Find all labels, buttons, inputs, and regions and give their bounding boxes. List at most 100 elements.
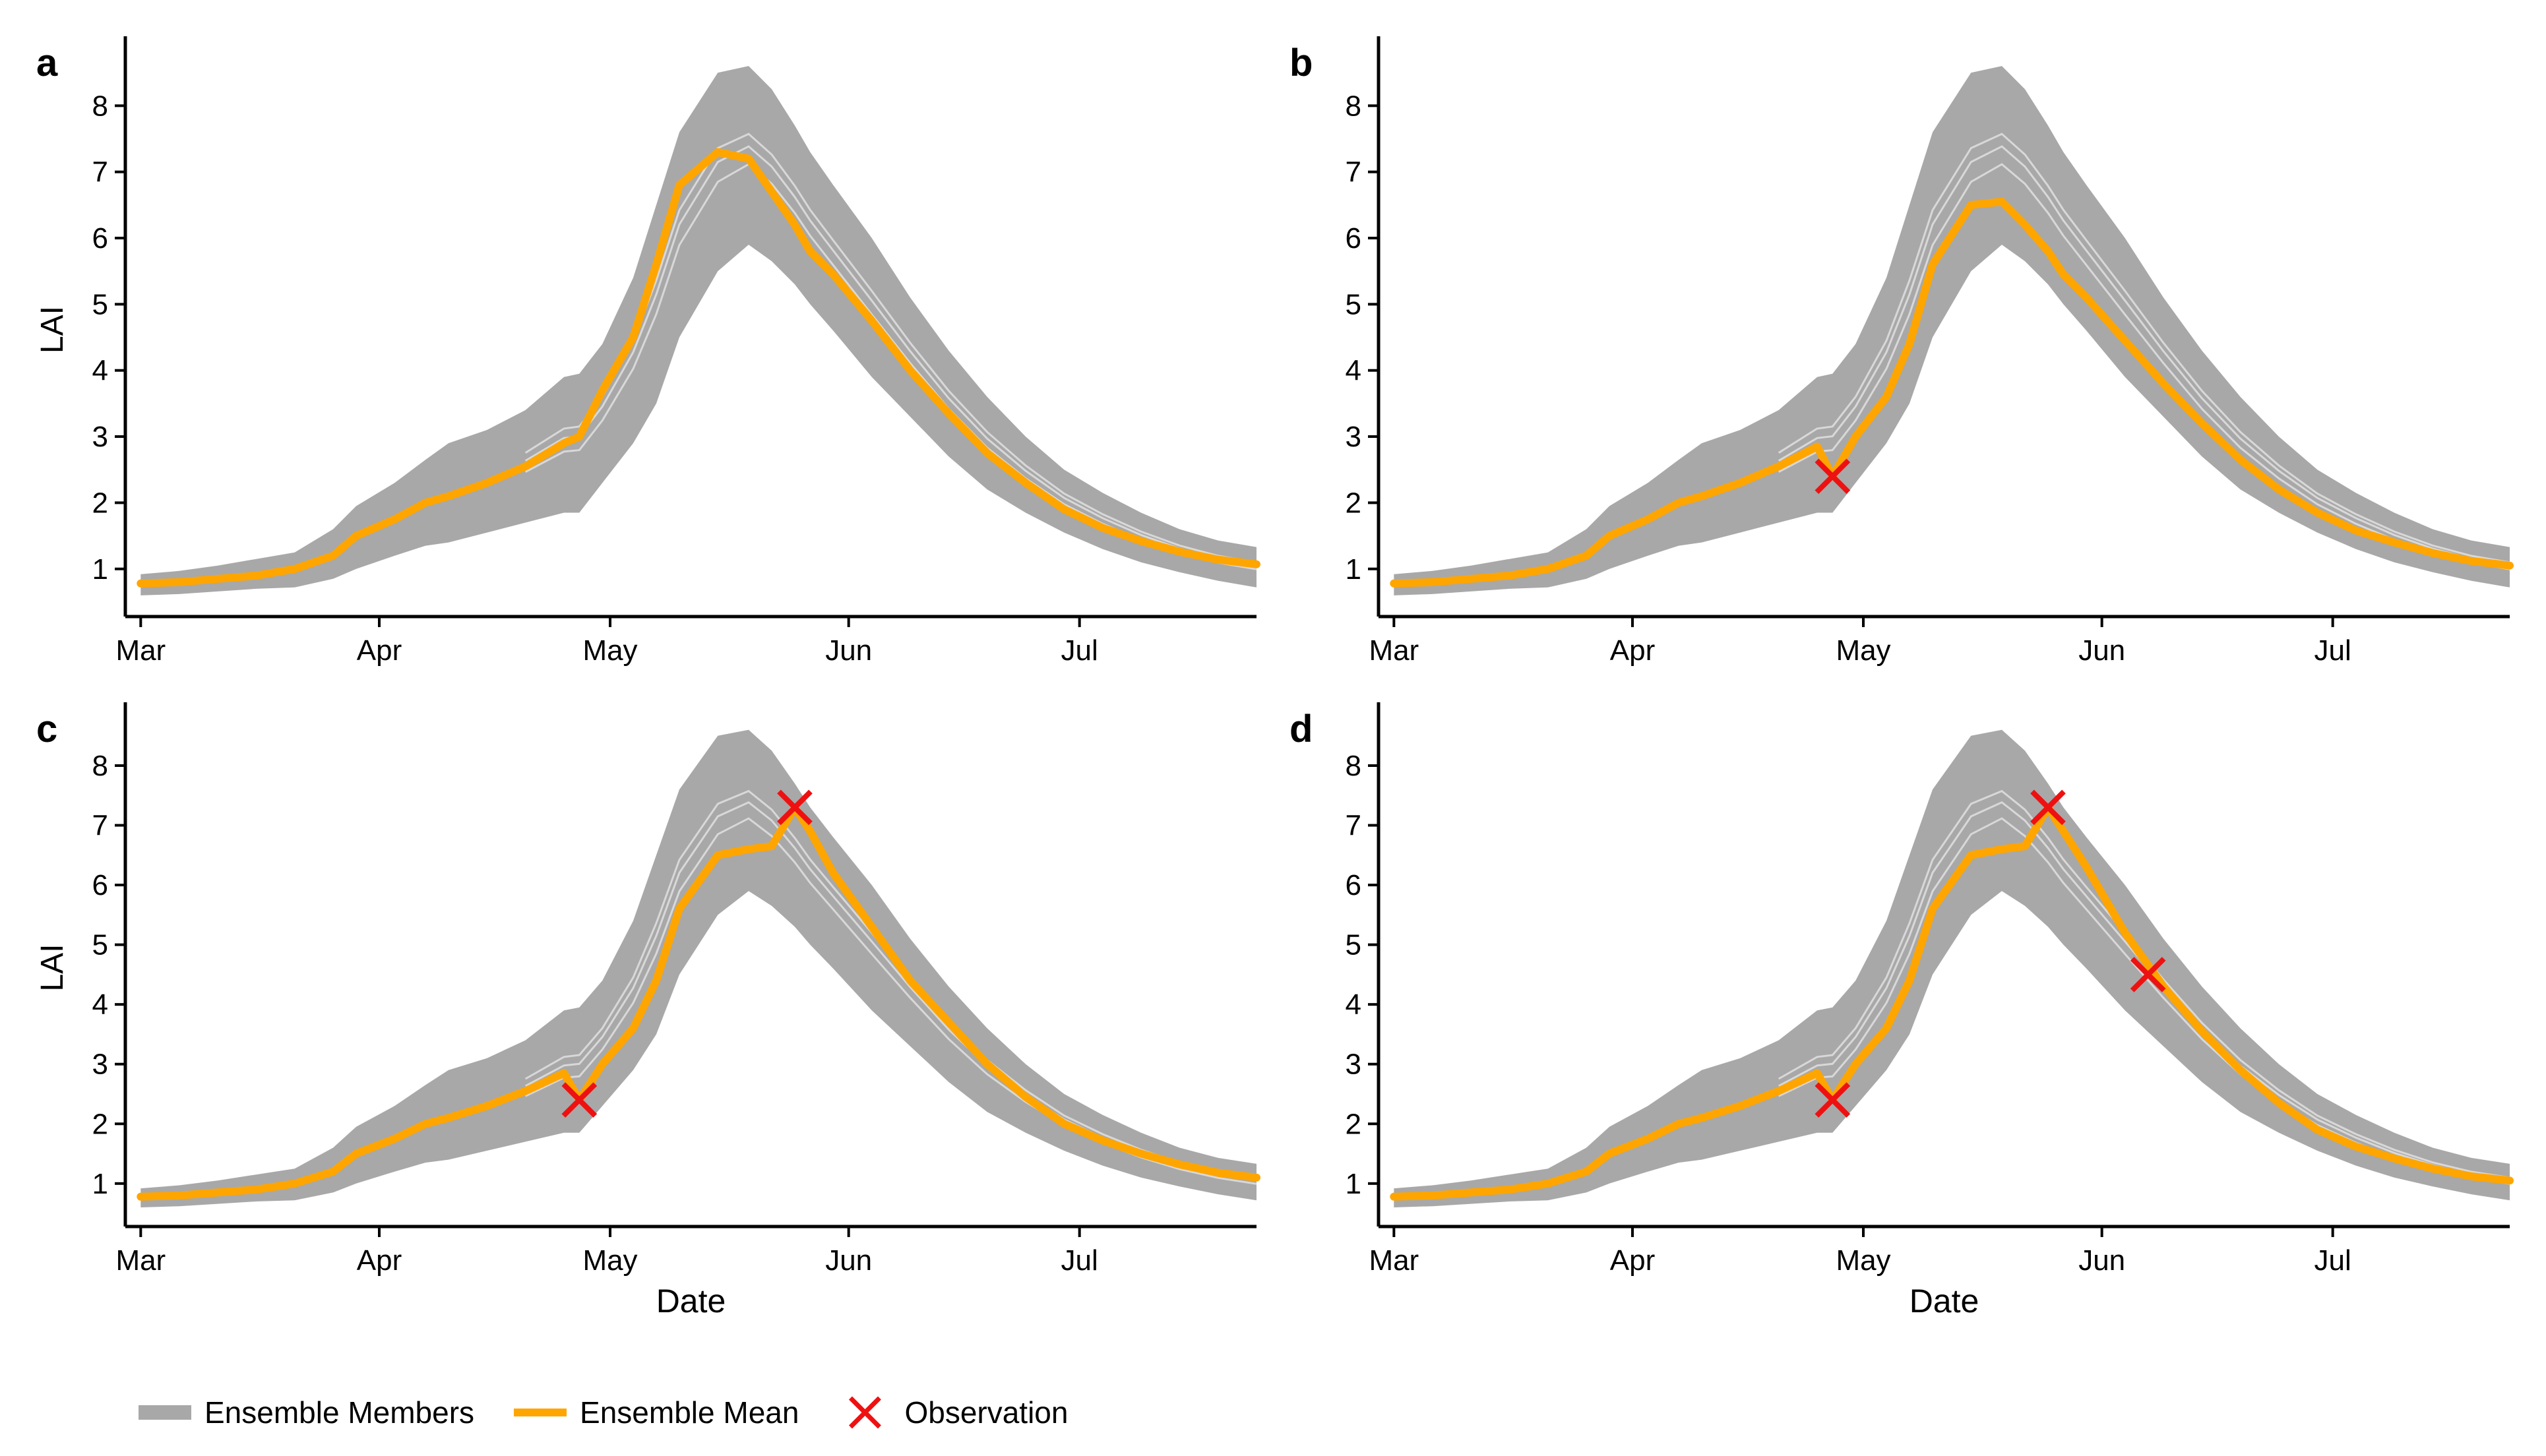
y-tick-label: 5 bbox=[1346, 929, 1361, 961]
observation-stroke bbox=[2130, 957, 2166, 992]
y-tick-label: 6 bbox=[92, 869, 108, 901]
y-tick-label: 6 bbox=[92, 222, 108, 255]
ensemble-mean-line bbox=[1390, 803, 2514, 1201]
y-tick-label: 4 bbox=[1346, 355, 1361, 387]
x-axis-title: Date bbox=[656, 1283, 726, 1320]
ensemble-member-trace bbox=[1778, 789, 2510, 1179]
y-tick-label: 5 bbox=[92, 929, 108, 961]
panel-label: c bbox=[36, 708, 57, 750]
y-tick-label: 1 bbox=[1346, 553, 1361, 586]
panel-c: 1 2 3 4 5 6 7 8 Mar Apr May Jun Jul c LAI Date bbox=[35, 702, 1260, 1320]
y-tick-label: 8 bbox=[1346, 90, 1361, 122]
x-axis-title: Date bbox=[1910, 1283, 1979, 1320]
panel-label: a bbox=[36, 42, 58, 84]
y-tick-label: 2 bbox=[92, 487, 108, 519]
y-tick-label: 4 bbox=[92, 355, 108, 387]
x-tick-label: Apr bbox=[357, 1244, 402, 1277]
observation-marker bbox=[2030, 789, 2066, 826]
ensemble-mean-line bbox=[1390, 197, 2514, 588]
x-tick-label: Jul bbox=[2314, 1244, 2351, 1277]
y-tick-label: 6 bbox=[1346, 222, 1361, 255]
observation-stroke bbox=[561, 1082, 598, 1118]
legend-swatch-observation bbox=[848, 1396, 881, 1429]
ensemble-member-trace bbox=[524, 145, 1257, 566]
observation-marker bbox=[2130, 957, 2166, 992]
y-tick-label: 2 bbox=[1346, 1108, 1361, 1140]
observation-stroke bbox=[1815, 1082, 1851, 1118]
x-tick-label: Mar bbox=[115, 634, 166, 667]
observation-stroke bbox=[2030, 789, 2066, 826]
x-tick-label: Jul bbox=[1061, 634, 1098, 667]
y-tick-label: 4 bbox=[1346, 988, 1361, 1021]
panels: 1 2 3 4 5 6 7 8 Mar Apr May Jun Jul a LAI 1 2 3 4 5 6 7 8 Mar Ap… bbox=[35, 36, 2514, 1320]
y-tick-label: 6 bbox=[1346, 869, 1361, 901]
x-tick-label: Jun bbox=[825, 634, 872, 667]
y-tick-label: 2 bbox=[1346, 487, 1361, 519]
legend-item-obs: Observation bbox=[848, 1395, 1068, 1430]
y-tick-label: 5 bbox=[92, 288, 108, 320]
panel-d: 1 2 3 4 5 6 7 8 Mar Apr May Jun Jul d Date bbox=[1289, 702, 2514, 1320]
y-axis-title: LAI bbox=[35, 306, 70, 353]
observation-marker bbox=[1815, 458, 1851, 495]
ensemble-member-trace bbox=[524, 789, 1257, 1179]
legend-item-members: Ensemble Members bbox=[139, 1395, 474, 1430]
ensemble-members-band bbox=[140, 729, 1257, 1207]
x-tick-label: Apr bbox=[1610, 1244, 1655, 1277]
observation-marker bbox=[1815, 1082, 1851, 1118]
y-tick-label: 7 bbox=[92, 810, 108, 842]
ensemble-member-trace bbox=[1778, 163, 2510, 570]
y-axis-title: LAI bbox=[35, 944, 70, 991]
x-tick-label: May bbox=[1836, 634, 1890, 667]
y-tick-label: 4 bbox=[92, 988, 108, 1021]
observation-stroke bbox=[1815, 458, 1851, 495]
y-tick-label: 1 bbox=[92, 1168, 108, 1200]
x-tick-label: Jul bbox=[2314, 634, 2351, 667]
panel-b: 1 2 3 4 5 6 7 8 Mar Apr May Jun Jul b bbox=[1289, 36, 2514, 667]
ensemble-members-band bbox=[1394, 66, 2510, 595]
panel-label: d bbox=[1289, 708, 1313, 750]
observation-marker bbox=[777, 789, 813, 826]
legend-label: Ensemble Members bbox=[204, 1395, 474, 1430]
x-tick-label: Mar bbox=[1369, 1244, 1419, 1277]
y-tick-label: 3 bbox=[92, 1048, 108, 1081]
y-tick-label: 5 bbox=[1346, 288, 1361, 320]
y-tick-label: 8 bbox=[92, 750, 108, 782]
y-tick-label: 3 bbox=[1346, 421, 1361, 453]
y-tick-label: 8 bbox=[1346, 750, 1361, 782]
legend-label: Observation bbox=[904, 1395, 1068, 1430]
y-tick-label: 1 bbox=[1346, 1168, 1361, 1200]
legend-item-mean: Ensemble Mean bbox=[514, 1395, 799, 1430]
x-tick-label: Apr bbox=[357, 634, 402, 667]
y-tick-label: 2 bbox=[92, 1108, 108, 1140]
x-tick-label: May bbox=[582, 1244, 637, 1277]
x-tick-label: Mar bbox=[115, 1244, 166, 1277]
panel-label: b bbox=[1289, 42, 1313, 84]
x-tick-label: Apr bbox=[1610, 634, 1655, 667]
x-tick-label: Jun bbox=[2078, 634, 2125, 667]
observation-stroke bbox=[777, 789, 813, 826]
x-tick-label: Jul bbox=[1061, 1244, 1098, 1277]
ensemble-members-band bbox=[1394, 729, 2510, 1207]
y-tick-label: 7 bbox=[1346, 810, 1361, 842]
ensemble-member-trace bbox=[1778, 801, 2510, 1182]
y-tick-label: 7 bbox=[92, 156, 108, 189]
x-tick-label: Jun bbox=[825, 1244, 872, 1277]
observation-marker bbox=[561, 1082, 598, 1118]
y-tick-label: 3 bbox=[1346, 1048, 1361, 1081]
y-tick-label: 8 bbox=[92, 90, 108, 122]
y-tick-label: 1 bbox=[92, 553, 108, 586]
x-tick-label: Mar bbox=[1369, 634, 1419, 667]
panel-a: 1 2 3 4 5 6 7 8 Mar Apr May Jun Jul a LAI bbox=[35, 36, 1260, 667]
ensemble-member-trace bbox=[1778, 145, 2510, 566]
ensemble-members-band bbox=[140, 66, 1257, 595]
y-tick-label: 3 bbox=[92, 421, 108, 453]
x-tick-label: May bbox=[1836, 1244, 1890, 1277]
ensemble-member-trace bbox=[1778, 133, 2510, 564]
y-tick-label: 7 bbox=[1346, 156, 1361, 189]
x-tick-label: Jun bbox=[2078, 1244, 2125, 1277]
ensemble-mean-line bbox=[137, 803, 1260, 1201]
x-tick-label: May bbox=[582, 634, 637, 667]
legend: Ensemble Members Ensemble Mean Observation bbox=[139, 1395, 1068, 1430]
ensemble-mean-line bbox=[137, 148, 1260, 588]
